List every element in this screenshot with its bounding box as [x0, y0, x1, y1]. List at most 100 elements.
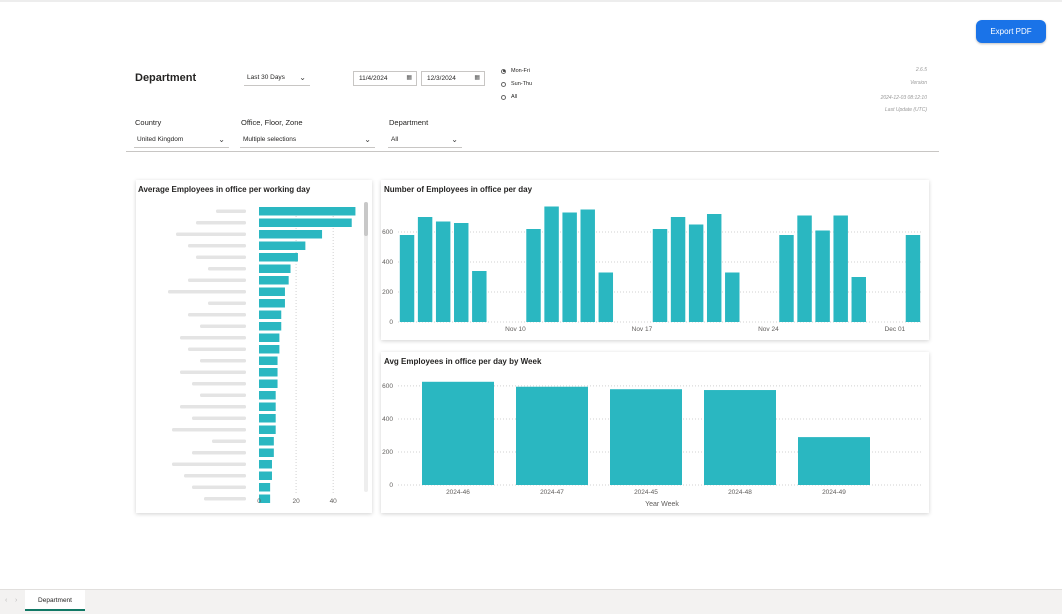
- bar: [798, 437, 870, 485]
- y-tick-label: 200: [382, 449, 393, 456]
- bar: [516, 386, 588, 485]
- radio-all[interactable]: All: [501, 94, 517, 100]
- office-label: Office, Floor, Zone: [241, 118, 303, 127]
- y-tick-label: 600: [382, 229, 393, 236]
- bar: [610, 389, 682, 485]
- bar: [259, 207, 356, 216]
- blurred-category-label: [188, 244, 246, 248]
- employees-per-day-card: Number of Employees in office per day 0 2…: [381, 180, 929, 340]
- y-tick-label: 0: [389, 482, 393, 489]
- x-axis-label: Year Week: [645, 501, 679, 508]
- start-date-input[interactable]: 11/4/2024 ▦: [353, 71, 417, 86]
- bar: [259, 322, 282, 331]
- blurred-category-label: [204, 497, 246, 501]
- bar: [259, 230, 323, 239]
- bar: [259, 368, 278, 377]
- bar: [259, 483, 271, 492]
- y-tick-label: 400: [382, 416, 393, 423]
- last-update-value: 2024-12-03 08:12:10: [880, 95, 927, 101]
- bar: [779, 235, 794, 322]
- bar: [259, 241, 306, 250]
- bar: [688, 224, 704, 322]
- bar: [851, 277, 866, 322]
- department-dropdown[interactable]: All ⌄: [388, 133, 462, 148]
- page-title: Department: [135, 72, 197, 84]
- chevron-down-icon: ⌄: [218, 135, 225, 144]
- bar: [797, 215, 812, 322]
- bar: [259, 299, 285, 308]
- x-tick-label: 2024-47: [540, 489, 564, 496]
- department-dropdown-value: All: [391, 136, 399, 143]
- blurred-category-label: [168, 290, 246, 294]
- chevron-down-icon: ⌄: [451, 135, 458, 144]
- x-tick-label: 0: [257, 498, 261, 505]
- bar: [815, 230, 830, 322]
- blurred-category-label: [216, 209, 246, 213]
- blurred-category-label: [208, 267, 246, 271]
- chart-title: Avg Employees in office per day by Week: [384, 357, 542, 366]
- calendar-icon[interactable]: ▦: [474, 75, 480, 81]
- bar: [259, 471, 272, 480]
- office-dropdown-value: Multiple selections: [243, 136, 297, 143]
- x-tick-label: 2024-45: [634, 489, 658, 496]
- blurred-category-label: [188, 347, 246, 351]
- blurred-category-label: [180, 405, 246, 409]
- x-tick-label: Nov 17: [632, 326, 653, 333]
- bar: [259, 391, 276, 400]
- x-tick-label: 20: [292, 498, 300, 505]
- bar: [259, 402, 276, 411]
- office-dropdown[interactable]: Multiple selections ⌄: [240, 133, 375, 148]
- radio-selected-icon: [501, 68, 506, 74]
- blurred-category-label: [196, 255, 246, 259]
- blurred-category-label: [200, 324, 246, 328]
- bar: [670, 217, 686, 322]
- blurred-category-label: [180, 336, 246, 340]
- chevron-down-icon: ⌄: [364, 135, 371, 144]
- bar: [259, 276, 289, 285]
- bar: [259, 494, 271, 503]
- export-pdf-button[interactable]: Export PDF: [976, 20, 1046, 43]
- bar: [472, 271, 487, 322]
- radio-sun-thu[interactable]: Sun-Thu: [501, 81, 532, 87]
- country-dropdown[interactable]: United Kingdom ⌄: [134, 133, 229, 148]
- x-tick-label: 40: [330, 498, 338, 505]
- bar: [833, 215, 848, 322]
- page-tab-bar: ‹ › Department: [0, 589, 1062, 614]
- top-border: [0, 0, 1062, 2]
- blurred-category-label: [192, 451, 246, 455]
- period-dropdown[interactable]: Last 30 Days ⌄: [244, 71, 310, 86]
- filter-divider: [126, 151, 939, 152]
- employees-per-day-chart: 0 200 400 600 Nov 10 Nov 17 Nov 24 Dec 01: [382, 206, 922, 333]
- last-update-label: Last Update (UTC): [885, 107, 927, 113]
- bar: [259, 264, 291, 273]
- x-tick-label: 2024-49: [822, 489, 846, 496]
- bar: [259, 460, 272, 469]
- bar: [259, 379, 278, 388]
- blurred-category-label: [208, 301, 246, 305]
- blurred-category-label: [180, 370, 246, 374]
- y-tick-label: 0: [389, 319, 393, 326]
- bar: [259, 425, 276, 434]
- bar: [704, 390, 776, 485]
- x-tick-label: 2024-46: [446, 489, 470, 496]
- chevron-left-icon[interactable]: ‹: [5, 597, 8, 604]
- end-date-input[interactable]: 12/3/2024 ▦: [421, 71, 485, 86]
- bar: [259, 218, 352, 227]
- blurred-category-label: [192, 485, 246, 489]
- radio-label: Sun-Thu: [511, 81, 533, 87]
- avg-employees-by-week-card: Avg Employees in office per day by Week …: [381, 352, 929, 513]
- period-dropdown-value: Last 30 Days: [247, 74, 285, 81]
- bar: [725, 272, 740, 322]
- radio-unselected-icon: [501, 94, 506, 100]
- radio-label: All: [511, 94, 518, 100]
- bar: [706, 214, 722, 322]
- tab-department[interactable]: Department: [25, 590, 85, 611]
- radio-unselected-icon: [501, 81, 506, 87]
- bar: [905, 235, 921, 322]
- chart-title: Number of Employees in office per day: [384, 185, 533, 194]
- radio-mon-fri[interactable]: Mon-Fri: [501, 68, 530, 74]
- chevron-right-icon[interactable]: ›: [15, 597, 18, 604]
- bar: [259, 310, 282, 319]
- bar: [580, 209, 595, 322]
- calendar-icon[interactable]: ▦: [406, 75, 412, 81]
